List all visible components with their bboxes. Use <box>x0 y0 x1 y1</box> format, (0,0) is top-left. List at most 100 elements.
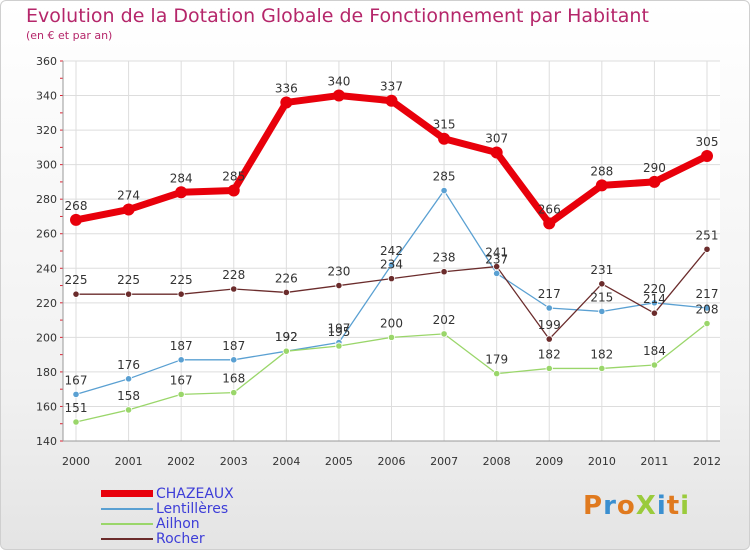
data-label: 274 <box>117 189 140 203</box>
data-label: 242 <box>380 244 403 258</box>
x-tick-label: 2009 <box>535 455 563 468</box>
logo-letter: r <box>603 491 617 521</box>
data-label: 184 <box>643 344 666 358</box>
data-point <box>440 330 448 338</box>
data-point <box>598 364 606 373</box>
y-tick-label: 320 <box>36 124 57 137</box>
y-tick-label: 180 <box>36 366 57 379</box>
y-tick-label: 360 <box>36 55 57 68</box>
data-label: 202 <box>433 313 456 327</box>
legend-label-ailhon: Ailhon <box>156 516 200 532</box>
data-label: 217 <box>538 287 561 301</box>
legend-swatch-rocher <box>101 538 153 540</box>
logo-letter: X <box>635 491 657 521</box>
data-point <box>598 280 606 288</box>
data-label: 168 <box>222 372 245 386</box>
x-tick-label: 2006 <box>378 455 406 468</box>
x-tick-label: 2010 <box>588 455 616 468</box>
legend-item-rocher: Rocher <box>101 531 321 547</box>
data-point <box>703 319 711 328</box>
data-label: 336 <box>275 81 298 95</box>
data-label: 241 <box>485 246 508 260</box>
x-tick-label: 2011 <box>640 455 668 468</box>
proxiti-logo: ProXiti <box>583 491 690 521</box>
legend-label-rocher: Rocher <box>156 531 205 547</box>
data-label: 340 <box>327 75 350 89</box>
data-label: 228 <box>222 268 245 282</box>
data-point <box>545 335 553 343</box>
data-point <box>648 175 661 188</box>
legend-label-chazeaux: CHAZEAUX <box>156 486 234 502</box>
data-label: 176 <box>117 358 140 372</box>
x-tick-label: 2004 <box>272 455 300 468</box>
x-tick-label: 2002 <box>167 455 195 468</box>
data-point <box>332 89 345 102</box>
data-point <box>72 390 80 398</box>
data-point <box>387 275 396 283</box>
y-tick-label: 340 <box>36 90 57 103</box>
data-point <box>122 203 135 216</box>
data-label: 284 <box>170 171 193 185</box>
logo-letter: P <box>583 491 604 521</box>
data-point <box>230 285 238 293</box>
data-point <box>177 390 185 398</box>
logo-letter: i <box>680 491 691 521</box>
data-point <box>545 304 553 312</box>
logo-letter: i <box>656 491 667 521</box>
legend-swatch-ailhon <box>101 523 153 525</box>
data-label: 337 <box>380 80 403 94</box>
y-tick-label: 240 <box>36 262 57 275</box>
y-tick-label: 160 <box>36 400 57 413</box>
data-label: 182 <box>538 347 561 361</box>
data-label: 225 <box>65 273 88 287</box>
data-label: 195 <box>327 325 350 339</box>
data-point <box>440 268 448 276</box>
y-tick-label: 200 <box>36 331 57 344</box>
data-point <box>124 290 133 298</box>
data-point <box>280 96 293 109</box>
data-point <box>650 299 659 307</box>
data-point <box>70 213 82 226</box>
data-label: 307 <box>485 132 508 146</box>
data-label: 200 <box>380 316 403 330</box>
y-tick-label: 260 <box>36 228 57 241</box>
legend-item-chazeaux: CHAZEAUX <box>101 486 321 502</box>
x-tick-label: 2003 <box>220 455 248 468</box>
data-label: 167 <box>65 373 88 387</box>
data-label: 192 <box>275 330 298 344</box>
data-point <box>227 184 240 197</box>
data-point <box>387 333 396 341</box>
data-point <box>493 262 501 271</box>
data-point <box>703 304 711 312</box>
legend-swatch-chazeaux <box>101 490 153 497</box>
y-tick-label: 220 <box>36 297 57 310</box>
data-point <box>438 132 451 145</box>
data-label: 225 <box>117 273 140 287</box>
data-point <box>175 186 188 199</box>
data-point <box>282 288 290 297</box>
data-label: 285 <box>433 170 456 184</box>
data-label: 288 <box>590 164 613 178</box>
data-label: 197 <box>327 322 350 336</box>
x-tick-label: 2000 <box>62 455 90 468</box>
data-label: 217 <box>696 287 719 301</box>
data-label: 208 <box>696 303 719 317</box>
data-point <box>282 347 290 355</box>
data-point <box>124 375 133 383</box>
data-point <box>650 309 659 317</box>
data-label: 290 <box>643 161 666 175</box>
data-label: 238 <box>433 251 456 265</box>
data-label: 237 <box>485 252 508 266</box>
data-label: 158 <box>117 389 140 403</box>
chart-title: Evolution de la Dotation Globale de Fonc… <box>26 5 649 27</box>
data-label: 167 <box>170 373 193 387</box>
y-tick-label: 140 <box>36 435 57 448</box>
x-tick-label: 2007 <box>430 455 458 468</box>
data-label: 187 <box>170 339 193 353</box>
data-label: 182 <box>590 347 613 361</box>
logo-letter: t <box>666 491 681 521</box>
data-label: 187 <box>222 339 245 353</box>
data-label: 151 <box>65 401 88 415</box>
data-label: 179 <box>485 353 508 367</box>
